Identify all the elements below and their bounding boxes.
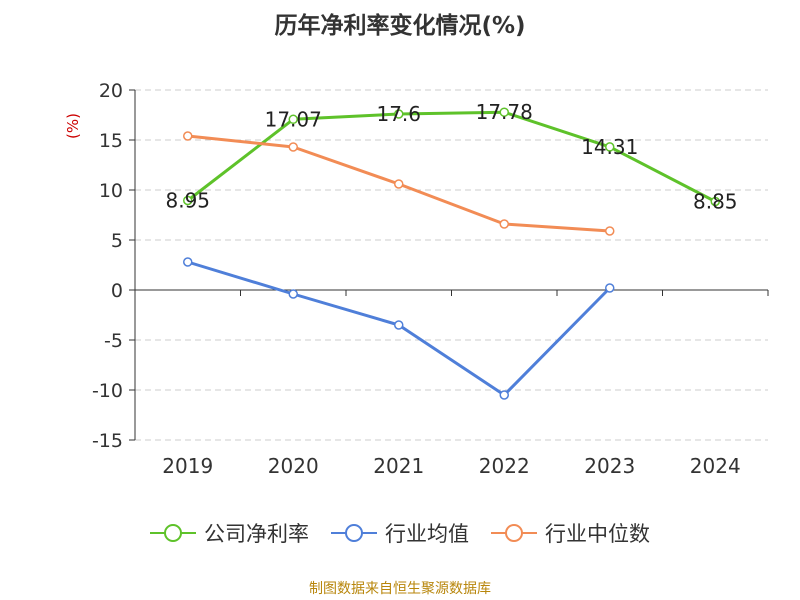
y-tick-label: -10 (92, 380, 123, 402)
data-point (605, 226, 615, 236)
y-tick-label: 0 (111, 280, 123, 302)
data-point (288, 114, 298, 125)
x-tick-label: 2019 (162, 454, 213, 478)
y-tick-label: 20 (99, 80, 123, 102)
y-tick-label: -5 (104, 330, 123, 352)
data-label: 8.85 (693, 190, 738, 214)
x-tick-label: 2021 (373, 454, 424, 478)
data-point (183, 131, 193, 141)
data-label: 8.95 (165, 189, 210, 213)
legend-swatch (331, 524, 377, 542)
data-point (605, 283, 615, 293)
data-point (499, 390, 509, 400)
legend-swatch (150, 524, 196, 542)
data-point (499, 219, 509, 229)
data-label: 14.31 (581, 135, 638, 159)
y-tick-label: 15 (99, 130, 123, 152)
data-point (394, 320, 404, 330)
y-tick-label: 5 (111, 230, 123, 252)
legend-marker (345, 524, 363, 542)
legend-item[interactable]: 公司净利率 (150, 518, 309, 548)
data-label: 17.6 (376, 102, 421, 126)
x-tick-label: 2022 (479, 454, 530, 478)
data-point (288, 142, 298, 152)
series-line (186, 110, 716, 203)
source-note: 制图数据来自恒生聚源数据库 (309, 581, 491, 597)
data-point (605, 142, 615, 152)
chart-title: 历年净利率变化情况(%) (274, 13, 526, 39)
x-tick-label: 2020 (268, 454, 319, 478)
data-point (394, 109, 404, 119)
data-point (394, 179, 404, 189)
y-tick-label: -15 (92, 430, 123, 452)
x-tick-label: 2024 (690, 454, 741, 478)
legend-label: 行业均值 (385, 522, 469, 546)
legend-label: 行业中位数 (545, 522, 650, 546)
legend-marker (505, 524, 523, 542)
data-point (710, 196, 720, 207)
data-point (183, 257, 193, 267)
legend: 公司净利率 行业均值 行业中位数 (0, 518, 800, 548)
data-point (183, 195, 193, 206)
data-point (499, 107, 509, 117)
y-tick-label: 10 (99, 180, 123, 202)
legend-item[interactable]: 行业均值 (331, 518, 469, 548)
x-tick-label: 2023 (584, 454, 635, 478)
data-label: 17.78 (476, 100, 533, 124)
data-label: 17.07 (265, 107, 322, 131)
data-point (288, 289, 298, 299)
legend-label: 公司净利率 (204, 522, 309, 546)
y-axis-label: (%) (64, 113, 82, 139)
legend-item[interactable]: 行业中位数 (491, 518, 650, 548)
legend-marker (164, 524, 182, 542)
legend-swatch (491, 524, 537, 542)
